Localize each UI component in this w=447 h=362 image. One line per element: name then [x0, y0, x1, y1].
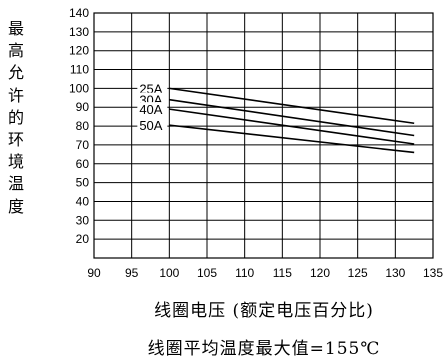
x-tick-label: 130 [385, 266, 405, 280]
x-tick-label: 120 [310, 266, 330, 280]
y-tick-label: 110 [70, 63, 89, 77]
y-axis-label-char: 温 [7, 174, 24, 194]
series-line-40A [169, 108, 415, 145]
y-axis-label-char: 环 [7, 130, 24, 150]
chart-note: 线圈平均温度最大值=155℃ [147, 339, 381, 359]
x-tick-label: 115 [273, 266, 292, 280]
y-tick-label: 30 [76, 213, 90, 227]
y-tick-label: 120 [69, 44, 89, 58]
x-tick-labels: 90 95 100 105 110 115 120 125 130 135 [87, 266, 443, 280]
series-label-40A: 40A [139, 102, 162, 117]
series-line-25A [169, 87, 415, 125]
x-axis-label: 线圈电压 (额定电压百分比) [154, 301, 374, 321]
y-tick-label: 50 [76, 176, 90, 190]
y-axis-label-char: 度 [7, 196, 24, 216]
y-axis-label-char: 境 [7, 152, 24, 172]
x-tick-label: 110 [235, 266, 254, 280]
x-tick-label: 95 [125, 266, 139, 280]
series-line-50A [169, 124, 415, 154]
y-axis-label-char: 允 [7, 63, 24, 83]
chart: 20 30 40 50 60 70 80 90 100 110 120 130 140 90 95 100 1… [69, 6, 443, 280]
y-tick-label: 70 [76, 138, 90, 152]
y-tick-labels: 20 30 40 50 60 70 80 90 100 110 120 130 140 [69, 6, 89, 246]
x-tick-label: 90 [87, 266, 101, 280]
y-axis-label-char: 的 [7, 107, 24, 127]
y-tick-label: 80 [76, 119, 90, 133]
x-tick-label: 100 [159, 266, 179, 280]
x-tick-label: 125 [348, 266, 368, 280]
y-tick-label: 20 [76, 232, 90, 246]
y-axis-label: 最高允许的环境温度 [6, 18, 26, 218]
series-lines [169, 87, 415, 154]
y-axis-label-char: 高 [7, 41, 24, 61]
y-tick-label: 60 [76, 157, 90, 171]
y-axis-label-char: 许 [7, 85, 24, 105]
y-axis-label-char: 最 [7, 19, 24, 38]
x-tick-label: 135 [423, 266, 443, 280]
y-tick-label: 130 [69, 25, 89, 39]
series-label-bg [137, 118, 168, 132]
x-tick-label: 105 [197, 266, 217, 280]
series-label-25A: 25A [139, 81, 162, 96]
series-line-30A [169, 98, 415, 137]
series-label-bg [137, 102, 168, 116]
y-tick-label: 100 [69, 81, 89, 95]
plot-frame [93, 12, 434, 259]
series-label-50A: 50A [139, 118, 162, 133]
series-label-bg [137, 81, 168, 95]
y-tick-label: 140 [69, 6, 89, 20]
y-tick-label: 40 [76, 194, 90, 208]
y-tick-label: 90 [76, 100, 90, 114]
